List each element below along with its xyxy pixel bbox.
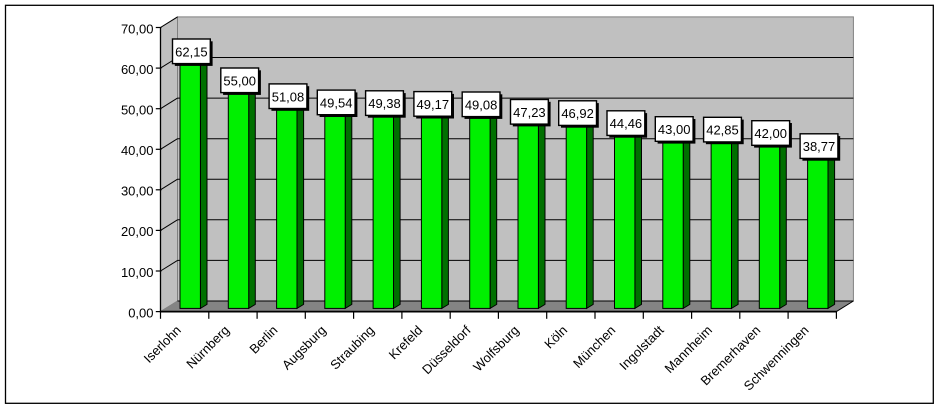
svg-text:49,38: 49,38 (368, 96, 401, 111)
svg-text:43,00: 43,00 (658, 122, 691, 137)
svg-text:0,00: 0,00 (128, 305, 153, 320)
svg-text:60,00: 60,00 (121, 62, 154, 77)
svg-text:62,15: 62,15 (175, 44, 208, 59)
svg-text:49,54: 49,54 (320, 96, 353, 111)
svg-text:51,08: 51,08 (272, 89, 305, 104)
svg-text:20,00: 20,00 (121, 224, 154, 239)
svg-text:46,92: 46,92 (561, 106, 594, 121)
svg-text:49,08: 49,08 (465, 97, 498, 112)
svg-text:10,00: 10,00 (121, 265, 154, 280)
svg-text:42,00: 42,00 (754, 126, 787, 141)
svg-text:70,00: 70,00 (121, 21, 154, 36)
svg-text:44,46: 44,46 (610, 116, 643, 131)
svg-text:55,00: 55,00 (223, 73, 256, 88)
svg-text:49,17: 49,17 (417, 97, 450, 112)
svg-text:38,77: 38,77 (803, 139, 836, 154)
svg-text:42,85: 42,85 (706, 123, 739, 138)
svg-text:30,00: 30,00 (121, 184, 154, 199)
svg-text:50,00: 50,00 (121, 103, 154, 118)
svg-text:47,23: 47,23 (513, 105, 546, 120)
svg-text:40,00: 40,00 (121, 143, 154, 158)
